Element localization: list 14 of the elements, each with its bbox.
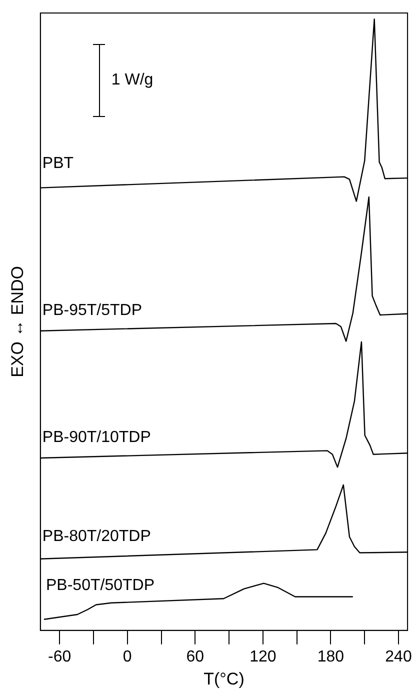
x-tick-label: 120 (250, 648, 276, 666)
y-axis-title: EXO ↔ ENDO (8, 266, 27, 378)
series-label: PB-80T/20TDP (42, 528, 151, 546)
series-label: PB-50T/50TDP (46, 577, 154, 594)
series-label: PB-95T/5TDP (42, 302, 142, 319)
x-tick-label: 240 (385, 648, 412, 666)
series-label: PB-90T/10TDP (42, 429, 151, 446)
x-tick-label: -60 (48, 648, 72, 666)
x-tick-label: 180 (317, 648, 344, 666)
x-tick-label: 60 (186, 648, 204, 666)
series-label: PBT (42, 155, 74, 172)
x-axis-title: T(°C) (204, 669, 244, 688)
annotation: 1 W/g (111, 72, 154, 89)
x-tick-label: 0 (122, 648, 132, 666)
